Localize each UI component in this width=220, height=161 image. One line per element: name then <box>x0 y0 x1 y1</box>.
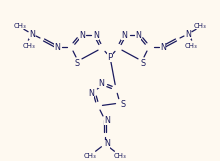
Text: S: S <box>120 99 126 109</box>
Text: N: N <box>98 79 104 87</box>
Text: CH₃: CH₃ <box>14 23 26 29</box>
Text: CH₃: CH₃ <box>185 43 197 49</box>
Text: N: N <box>135 30 141 39</box>
Text: N: N <box>160 43 166 52</box>
Text: N: N <box>104 115 110 124</box>
Text: S: S <box>140 58 146 67</box>
Text: N: N <box>104 139 110 148</box>
Text: CH₃: CH₃ <box>84 153 96 159</box>
Text: N: N <box>79 30 85 39</box>
Text: N: N <box>54 43 60 52</box>
Text: CH₃: CH₃ <box>23 43 35 49</box>
Text: N: N <box>29 29 35 38</box>
Text: N: N <box>121 30 127 39</box>
Text: P: P <box>107 52 113 62</box>
Text: CH₃: CH₃ <box>114 153 126 159</box>
Text: N: N <box>88 89 94 98</box>
Text: S: S <box>74 58 80 67</box>
Text: N: N <box>93 30 99 39</box>
Text: CH₃: CH₃ <box>194 23 206 29</box>
Text: N: N <box>185 29 191 38</box>
